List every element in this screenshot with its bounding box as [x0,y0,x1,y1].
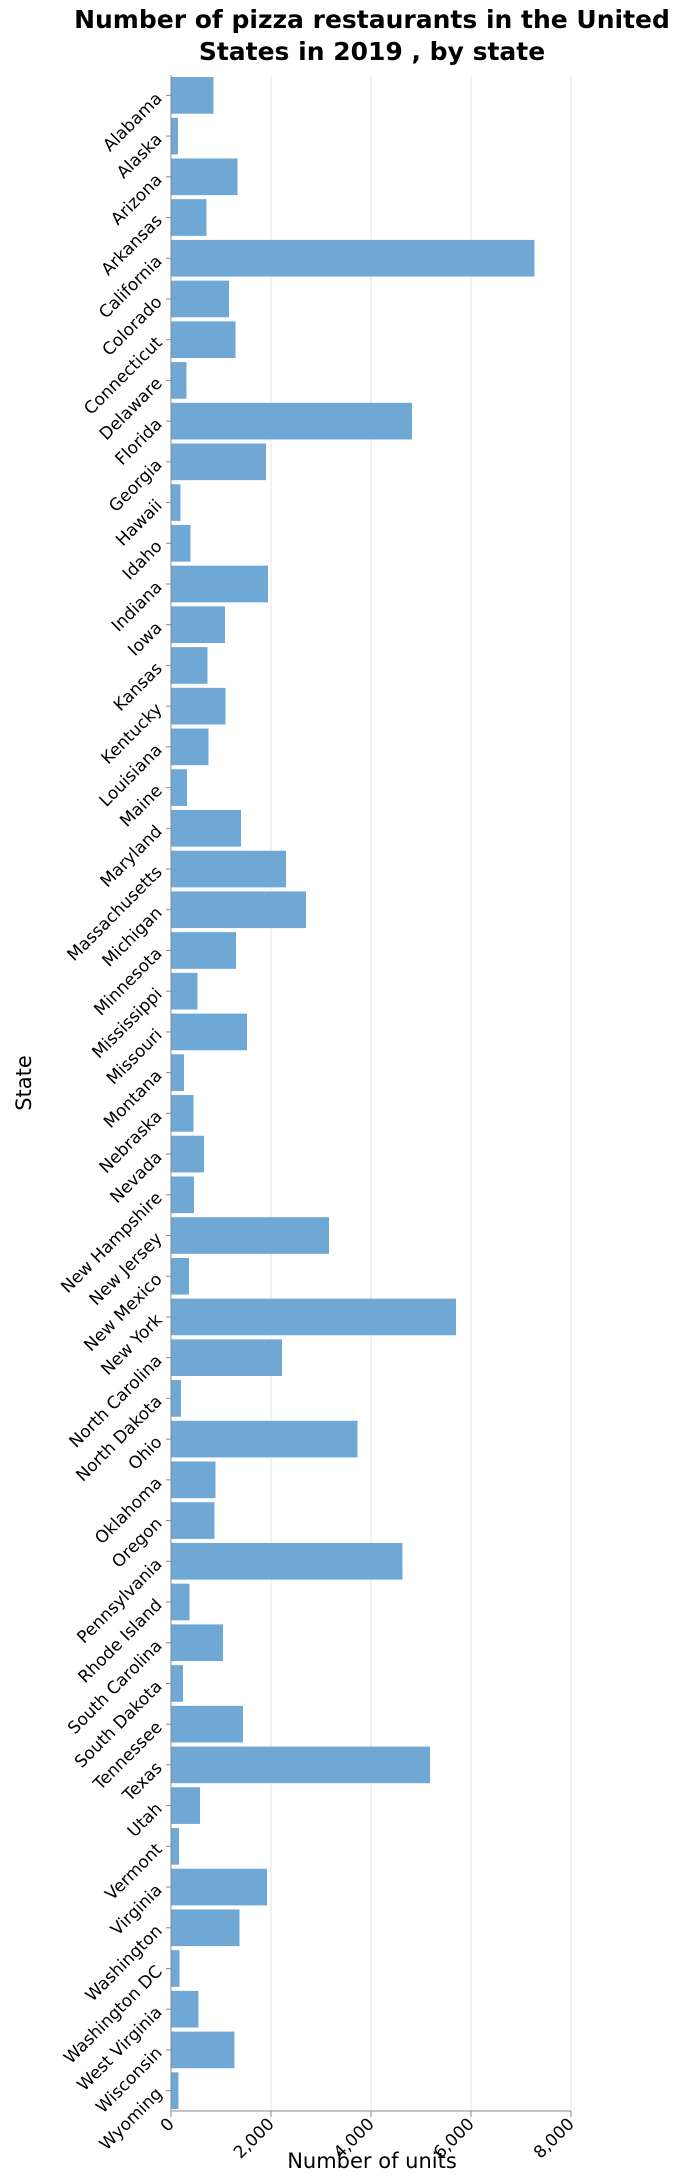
y-axis: AlabamaAlaskaArizonaArkansasCaliforniaCo… [57,75,172,2155]
bar-maryland [171,809,241,847]
bar-missouri [171,1013,247,1051]
bar-north-carolina [171,1339,282,1377]
gridlines [170,75,572,2111]
bar-alaska [171,117,178,155]
bar-georgia [171,443,266,481]
bar-california [171,239,535,277]
bar-florida [171,402,412,440]
bar-west-virginia [171,1990,199,2028]
bar-north-dakota [171,1380,181,1417]
x-tick-label-0: 0 [157,2114,179,2136]
bar-texas [171,1746,430,1784]
bar-kansas [171,647,208,684]
bar-connecticut [171,321,236,359]
bar-kentucky [171,687,226,725]
bar-hawaii [171,484,181,521]
bar-oregon [171,1502,215,1539]
bar-arizona [171,158,238,196]
bar-nevada [171,1135,204,1173]
x-tick-label-4: 8,000 [530,2114,579,2163]
bar-alabama [171,77,214,114]
bar-south-carolina [171,1624,223,1662]
bar-ohio [171,1420,358,1458]
bar-pennsylvania [171,1542,403,1580]
x-tick-label-1: 2,000 [230,2114,279,2163]
bar-vermont [171,1827,179,1865]
bar-tennessee [171,1705,243,1743]
bar-wisconsin [171,2031,235,2069]
bar-louisiana [171,728,209,766]
bar-colorado [171,280,229,318]
bar-virginia [171,1868,267,1906]
y-tick-label-utah: Utah [124,1799,167,1842]
bar-oklahoma [171,1461,216,1499]
bar-new-hampshire [171,1176,194,1214]
bar-montana [171,1054,184,1091]
bar-south-dakota [171,1665,183,1702]
bar-rhode-island [171,1583,190,1621]
bar-idaho [171,524,191,562]
bar-nebraska [171,1095,194,1132]
y-axis-title: State [12,1055,36,1111]
bar-washington [171,1909,240,1947]
bars [171,77,535,2109]
bar-mississippi [171,972,198,1010]
bar-washington-dc [171,1950,180,1987]
bar-new-mexico [171,1257,189,1295]
bar-massachusetts [171,850,286,888]
bar-arkansas [171,199,207,236]
bar-indiana [171,565,268,603]
chart-title-line-2: States in 2019 , by state [199,37,545,66]
bar-delaware [171,362,187,399]
bar-minnesota [171,932,236,969]
bar-utah [171,1787,200,1824]
bar-maine [171,769,187,806]
chart-title-line-1: Number of pizza restaurants in the Unite… [74,5,670,34]
x-axis-title: Number of units [287,2149,457,2173]
bar-new-jersey [171,1217,329,1254]
bar-new-york [171,1298,456,1336]
bar-wyoming [171,2072,179,2109]
bar-iowa [171,606,225,644]
bar-michigan [171,891,306,929]
